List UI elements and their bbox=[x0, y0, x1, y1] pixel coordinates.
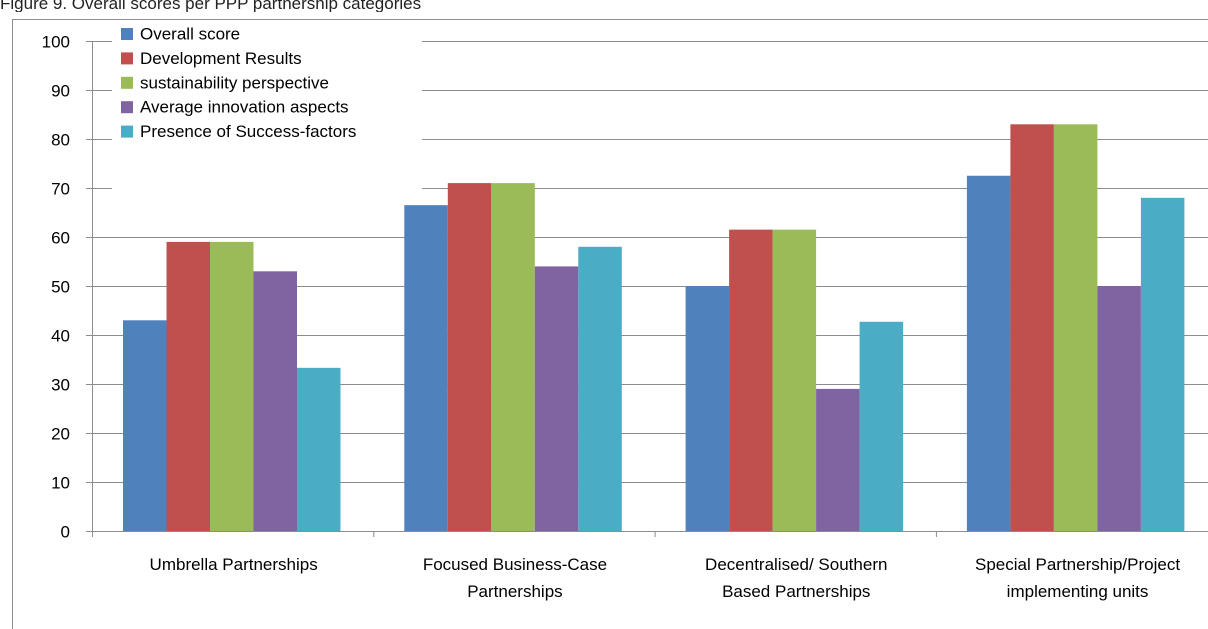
legend-label: sustainability perspective bbox=[140, 73, 329, 92]
bar bbox=[1140, 197, 1185, 532]
y-tick-label: 80 bbox=[51, 131, 70, 150]
legend-label: Presence of Success-factors bbox=[140, 122, 356, 141]
y-tick-label: 10 bbox=[51, 474, 70, 493]
y-tick-label: 70 bbox=[51, 180, 70, 199]
y-tick-label: 0 bbox=[61, 523, 70, 542]
bar bbox=[966, 175, 1011, 531]
bar bbox=[166, 241, 210, 531]
y-tick-label: 100 bbox=[42, 33, 70, 52]
bar bbox=[772, 229, 817, 531]
bar bbox=[123, 320, 167, 531]
y-tick-label: 30 bbox=[51, 376, 70, 395]
y-tick-labels: 0 10 20 30 40 50 60 70 80 90 100 bbox=[42, 33, 70, 542]
legend-swatch bbox=[121, 76, 133, 89]
chart-frame bbox=[12, 19, 1208, 629]
bar bbox=[578, 246, 622, 532]
legend-label: Overall score bbox=[140, 25, 240, 44]
axes bbox=[86, 41, 1208, 537]
y-tick-label: 20 bbox=[51, 425, 70, 444]
bar bbox=[534, 266, 579, 531]
bar bbox=[1097, 286, 1141, 531]
y-tick-label: 50 bbox=[51, 278, 70, 297]
bar bbox=[816, 388, 860, 531]
bar bbox=[729, 229, 773, 531]
category-label: Special Partnership/Project implementing … bbox=[975, 555, 1180, 601]
legend-label: Average innovation aspects bbox=[140, 98, 349, 117]
y-tick-label: 40 bbox=[51, 327, 70, 346]
legend-swatch bbox=[121, 101, 133, 114]
bar bbox=[297, 367, 341, 531]
legend-swatch bbox=[121, 125, 133, 138]
bar bbox=[1010, 124, 1054, 532]
legend-swatch bbox=[121, 52, 133, 65]
bar bbox=[685, 286, 730, 531]
category-label: Decentralised/ Southern Based Partnership… bbox=[705, 555, 887, 601]
bar bbox=[404, 205, 448, 531]
y-tick-label: 90 bbox=[51, 82, 70, 101]
y-tick-label: 60 bbox=[51, 229, 70, 248]
legend-swatch bbox=[121, 28, 133, 40]
category-label: Focused Business-Case Partnerships bbox=[423, 555, 607, 601]
bar bbox=[447, 183, 492, 531]
bar bbox=[491, 183, 535, 531]
legend: Overall score Development Results sustaina… bbox=[112, 20, 422, 198]
bar bbox=[859, 321, 904, 531]
category-labels: Umbrella Partnerships Focused Business-Ca… bbox=[150, 555, 1181, 601]
bar bbox=[253, 271, 297, 531]
legend-label: Development Results bbox=[140, 49, 302, 68]
figure-caption: Figure 9. Overall scores per PPP partner… bbox=[0, 0, 422, 12]
legend-background bbox=[112, 20, 422, 198]
bar bbox=[210, 241, 254, 531]
bars bbox=[123, 124, 1185, 532]
category-label: Umbrella Partnerships bbox=[150, 555, 318, 574]
bar bbox=[1053, 124, 1098, 532]
